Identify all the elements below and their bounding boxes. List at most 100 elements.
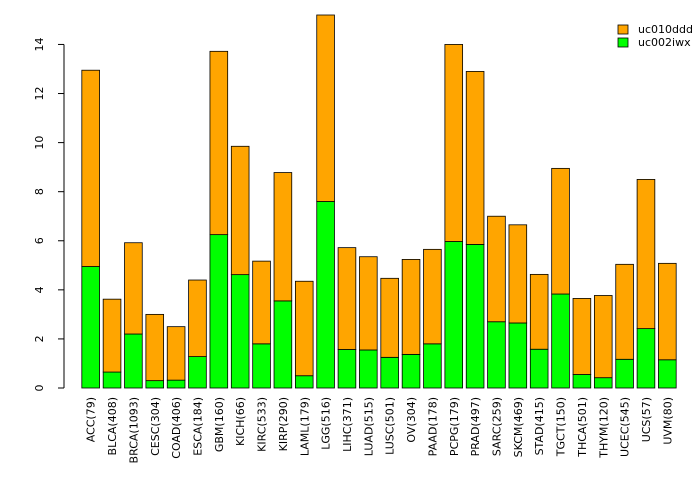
bars — [81, 14, 677, 389]
bar-uc010ddd — [230, 145, 250, 276]
bar-uc002iwx — [529, 348, 549, 389]
bar-uc002iwx — [188, 356, 207, 389]
x-tick-label: PAAD(178) — [426, 397, 439, 456]
bar-uc002iwx — [658, 359, 677, 389]
bar-uc002iwx — [487, 321, 506, 389]
x-tick-label: LUAD(515) — [362, 397, 375, 456]
y-tick-label: 14 — [33, 37, 46, 51]
bar-uc010ddd — [124, 242, 143, 335]
bar-uc010ddd — [209, 50, 229, 236]
x-tick-label: THCA(501) — [576, 397, 589, 458]
y-tick-label: 2 — [33, 335, 46, 342]
bar-uc002iwx — [209, 234, 229, 389]
x-tick-label: LUSC(501) — [384, 397, 397, 455]
bar-uc010ddd — [423, 248, 442, 345]
bar-uc002iwx — [444, 241, 464, 389]
bar-uc010ddd — [252, 260, 271, 345]
legend-label: uc010ddd — [638, 23, 693, 36]
y-tick-label: 0 — [33, 385, 46, 392]
x-tick-label: SKCM(469) — [512, 397, 525, 457]
bar-uc010ddd — [658, 262, 677, 361]
x-tick-label: LAML(179) — [298, 397, 311, 456]
bar-uc010ddd — [102, 298, 122, 373]
bar-uc002iwx — [465, 244, 485, 389]
bar-uc010ddd — [508, 224, 528, 324]
bar-uc010ddd — [188, 279, 207, 357]
bar-uc010ddd — [615, 263, 634, 360]
bar-uc002iwx — [423, 343, 442, 389]
bar-uc010ddd — [551, 167, 570, 295]
bar-uc010ddd — [166, 326, 186, 381]
bar-uc002iwx — [636, 328, 656, 389]
bar-uc010ddd — [380, 277, 399, 358]
bar-uc002iwx — [359, 349, 378, 389]
bar-uc002iwx — [572, 374, 592, 389]
bar-uc010ddd — [145, 313, 165, 382]
x-tick-label: UVM(80) — [661, 397, 674, 445]
x-tick-label: KICH(66) — [234, 397, 247, 446]
bar-uc010ddd — [294, 280, 314, 377]
bar-uc010ddd — [337, 247, 357, 350]
x-tick-label: KIRP(290) — [277, 397, 290, 451]
x-tick-label: STAD(415) — [533, 397, 546, 455]
bar-uc002iwx — [145, 380, 165, 389]
y-tick-label: 10 — [33, 136, 46, 150]
bar-uc002iwx — [380, 356, 399, 389]
bar-uc010ddd — [529, 273, 549, 350]
bar-uc002iwx — [337, 349, 357, 389]
x-tick-label: PRAD(497) — [469, 397, 482, 456]
legend-label: uc002iwx — [638, 36, 691, 49]
x-tick-label: SARC(259) — [490, 397, 503, 456]
bar-uc002iwx — [273, 300, 293, 389]
x-tick-label: KIRC(533) — [256, 397, 269, 452]
bar-uc010ddd — [316, 14, 335, 202]
y-tick-label: 4 — [33, 286, 46, 293]
bar-uc002iwx — [230, 274, 250, 389]
bar-uc010ddd — [81, 69, 100, 267]
bar-uc002iwx — [508, 322, 528, 389]
y-tick-label: 6 — [33, 237, 46, 244]
x-tick-label: OV(304) — [405, 397, 418, 443]
x-tick-label: GBM(160) — [213, 397, 226, 452]
x-tick-label: LIHC(371) — [341, 397, 354, 452]
bar-uc010ddd — [636, 179, 656, 330]
bar-uc010ddd — [465, 71, 485, 245]
bar-uc002iwx — [615, 358, 634, 389]
x-tick-label: CESC(304) — [149, 397, 162, 456]
x-tick-label: UCS(57) — [640, 397, 653, 442]
bar-uc010ddd — [572, 298, 592, 375]
x-tick-label: UCEC(545) — [619, 397, 632, 457]
bar-uc002iwx — [593, 377, 613, 389]
x-tick-label: THYM(120) — [597, 397, 610, 459]
bar-uc010ddd — [401, 259, 421, 355]
x-tick-label: COAD(406) — [170, 397, 183, 459]
bar-uc010ddd — [487, 215, 506, 323]
y-tick-label: 12 — [33, 87, 46, 101]
bar-uc002iwx — [102, 371, 122, 389]
bar-uc002iwx — [81, 266, 100, 389]
legend-swatch — [617, 24, 629, 35]
x-tick-label: BRCA(1093) — [127, 397, 140, 463]
bar-uc002iwx — [294, 375, 314, 389]
y-tick-label: 8 — [33, 188, 46, 195]
y-axis: 0 2 4 6 8 10 12 14 — [33, 37, 65, 392]
bar-uc002iwx — [124, 333, 143, 389]
bar-uc002iwx — [316, 201, 335, 389]
x-tick-label: LGG(516) — [320, 397, 333, 450]
bar-uc002iwx — [252, 343, 271, 389]
legend-swatch — [617, 37, 629, 48]
bar-uc002iwx — [401, 353, 421, 389]
bar-uc002iwx — [551, 293, 570, 389]
bar-uc010ddd — [593, 295, 613, 379]
x-tick-label: TGCT(150) — [555, 397, 568, 457]
x-tick-label: ESCA(184) — [191, 397, 204, 456]
bar-uc010ddd — [273, 172, 293, 302]
bar-uc010ddd — [359, 256, 378, 351]
x-tick-label: ACC(79) — [85, 397, 98, 442]
bar-uc002iwx — [166, 379, 186, 389]
bar-uc010ddd — [444, 44, 464, 242]
x-tick-label: PCPG(179) — [448, 397, 461, 456]
x-tick-label: BLCA(408) — [106, 397, 119, 455]
